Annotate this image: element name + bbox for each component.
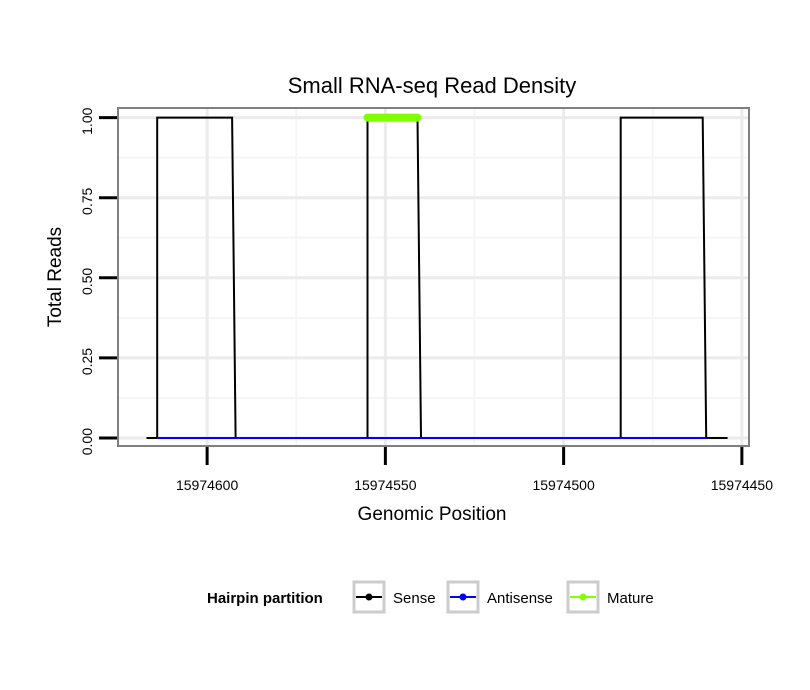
y-tick-label: 0.25 bbox=[79, 348, 95, 375]
chart-title: Small RNA-seq Read Density bbox=[288, 73, 577, 98]
legend-point-antisense bbox=[459, 593, 467, 601]
x-tick-label: 15974500 bbox=[532, 477, 595, 493]
y-tick-label: 0.50 bbox=[79, 268, 95, 295]
legend-title: Hairpin partition bbox=[207, 590, 323, 607]
y-axis-title: Total Reads bbox=[45, 227, 66, 327]
y-tick-label: 1.00 bbox=[79, 107, 95, 134]
legend-label-antisense: Antisense bbox=[487, 590, 553, 607]
x-tick-label: 15974550 bbox=[354, 477, 417, 493]
x-tick-label: 15974450 bbox=[711, 477, 774, 493]
x-tick-label: 15974600 bbox=[176, 477, 239, 493]
legend-item-antisense: Antisense bbox=[446, 580, 553, 614]
x-axis-title: Genomic Position bbox=[358, 504, 507, 525]
legend-point-mature bbox=[579, 593, 587, 601]
plot-border bbox=[117, 107, 750, 447]
y-tick-label: 0.00 bbox=[79, 428, 95, 455]
series-layer bbox=[146, 113, 728, 439]
plot-panel bbox=[117, 107, 750, 447]
y-axis: 0.00 0.25 0.50 0.75 1.00 bbox=[79, 107, 117, 455]
legend-item-mature: Mature bbox=[566, 580, 654, 614]
legend-label-mature: Mature bbox=[607, 590, 654, 607]
x-axis: 15974600 15974550 15974500 15974450 bbox=[176, 447, 773, 493]
y-tick-label: 0.75 bbox=[79, 187, 95, 214]
legend: Hairpin partition Sense Antisense Mature bbox=[207, 580, 654, 614]
legend-point-sense bbox=[365, 593, 373, 601]
legend-item-sense: Sense bbox=[352, 580, 436, 614]
legend-label-sense: Sense bbox=[393, 590, 436, 607]
